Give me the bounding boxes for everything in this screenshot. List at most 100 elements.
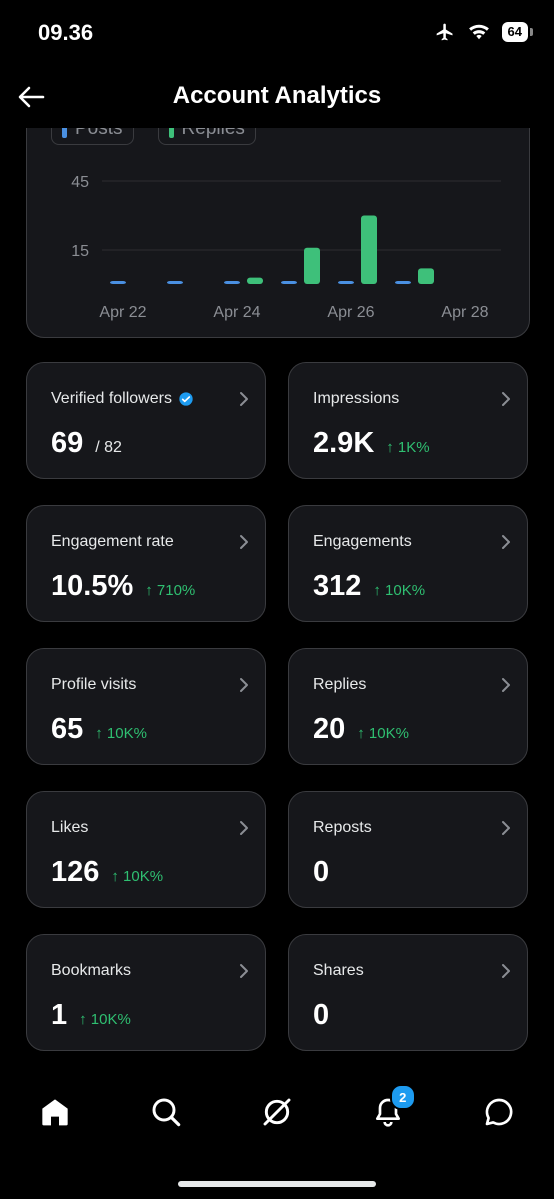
metric-value: 0 xyxy=(313,856,330,888)
metric-label: Verified followers xyxy=(51,390,194,408)
metric-change: ↑ 710% xyxy=(145,582,196,599)
metric-label-text: Reposts xyxy=(313,819,372,836)
metric-label-text: Bookmarks xyxy=(51,962,132,979)
back-arrow-icon xyxy=(18,86,45,108)
back-button[interactable] xyxy=(14,80,48,114)
metric-value: 1 xyxy=(51,999,68,1031)
metric-value-row: 126 ↑ 10K% xyxy=(51,856,163,889)
bar-posts-1[interactable] xyxy=(167,281,183,284)
chevron-right-icon xyxy=(240,678,248,692)
bar-posts-2[interactable] xyxy=(224,281,240,284)
bar-replies-3[interactable] xyxy=(304,247,320,284)
legend-swatch-replies xyxy=(168,120,174,138)
metric-card-likes[interactable]: Likes 126 ↑ 10K% xyxy=(26,791,266,908)
metric-label: Reposts xyxy=(313,819,372,837)
chat-bubble-icon xyxy=(485,1098,513,1126)
bar-posts-3[interactable] xyxy=(281,281,297,284)
metric-card-reposts[interactable]: Reposts 0 xyxy=(288,791,528,908)
chevron-right-icon xyxy=(502,392,510,406)
metric-change: ↑ 10K% xyxy=(111,868,164,885)
metric-change: ↑ 10K% xyxy=(357,725,409,742)
tab-messages[interactable] xyxy=(479,1092,519,1132)
metric-value-row: 69 / 82 xyxy=(51,427,122,460)
metric-label-text: Verified followers xyxy=(51,390,172,407)
metric-card-engagements[interactable]: Engagements 312 ↑ 10K% xyxy=(288,505,528,622)
bar-replies-5[interactable] xyxy=(418,268,434,284)
metric-label-text: Engagements xyxy=(313,533,412,550)
status-time: 09.36 xyxy=(38,20,94,45)
chevron-right-icon xyxy=(240,821,248,835)
search-icon xyxy=(152,1098,181,1127)
metric-label-text: Profile visits xyxy=(51,676,137,693)
chevron-right-icon xyxy=(502,964,510,978)
metric-label-text: Impressions xyxy=(313,390,400,407)
metric-value-row: 10.5% ↑ 710% xyxy=(51,570,195,603)
metric-value: 126 xyxy=(51,856,100,888)
metric-change: ↑ 10K% xyxy=(373,582,426,599)
tab-grok[interactable] xyxy=(257,1092,297,1132)
x-tick-label: Apr 26 xyxy=(327,304,374,321)
tab-notifications[interactable]: 2 xyxy=(368,1084,416,1132)
battery-indicator: 64 xyxy=(501,22,534,42)
tab-search[interactable] xyxy=(146,1092,186,1132)
metrics-grid: Verified followers 69 / 82 Impressions 2… xyxy=(26,362,528,1051)
wifi-icon xyxy=(468,24,489,40)
metric-label: Engagements xyxy=(313,533,412,551)
metric-label-text: Replies xyxy=(313,676,367,693)
metric-value: 0 xyxy=(313,999,330,1031)
metric-value: 65 xyxy=(51,713,84,745)
legend-swatch-posts xyxy=(62,120,67,138)
metric-card-replies[interactable]: Replies 20 ↑ 10K% xyxy=(288,648,528,765)
metric-card-engagement-rate[interactable]: Engagement rate 10.5% ↑ 710% xyxy=(26,505,266,622)
chevron-right-icon xyxy=(502,821,510,835)
metric-card-profile-visits[interactable]: Profile visits 65 ↑ 10K% xyxy=(26,648,266,765)
home-icon xyxy=(42,1099,69,1126)
bar-replies-2[interactable] xyxy=(247,277,263,284)
metric-value-row: 0 xyxy=(313,999,329,1032)
status-icons: 64 xyxy=(434,22,534,42)
metric-label: Shares xyxy=(313,962,364,980)
metric-card-bookmarks[interactable]: Bookmarks 1 ↑ 10K% xyxy=(26,934,266,1051)
metric-label-text: Shares xyxy=(313,962,364,979)
metric-value-row: 20 ↑ 10K% xyxy=(313,713,409,746)
metric-value-row: 1 ↑ 10K% xyxy=(51,999,131,1032)
bottom-tab-bar: 2 xyxy=(0,1072,554,1162)
metric-label: Likes xyxy=(51,819,88,837)
chevron-right-icon xyxy=(240,392,248,406)
metric-value: 312 xyxy=(313,570,362,602)
chevron-right-icon xyxy=(502,535,510,549)
bar-posts-0[interactable] xyxy=(110,281,126,284)
tab-home[interactable] xyxy=(35,1092,75,1132)
header: Account Analytics xyxy=(0,68,554,128)
bar-replies-4[interactable] xyxy=(361,215,377,285)
metric-label-text: Likes xyxy=(51,819,89,836)
metric-total: / 82 xyxy=(95,439,122,456)
bar-chart: 15 45 Apr 22 Apr 24 Apr 26 Apr 28 xyxy=(71,174,501,321)
metric-value: 2.9K xyxy=(313,427,375,459)
metric-label: Engagement rate xyxy=(51,533,174,551)
home-indicator xyxy=(178,1181,376,1187)
metric-label: Bookmarks xyxy=(51,962,131,980)
metric-value-row: 312 ↑ 10K% xyxy=(313,570,425,603)
chevron-right-icon xyxy=(240,964,248,978)
y-tick-label: 15 xyxy=(71,243,89,260)
chevron-right-icon xyxy=(240,535,248,549)
status-bar: 09.36 64 xyxy=(0,0,554,68)
chevron-right-icon xyxy=(502,678,510,692)
bar-posts-5[interactable] xyxy=(395,281,411,284)
metric-value-row: 2.9K ↑ 1K% xyxy=(313,427,430,460)
page-title: Account Analytics xyxy=(172,82,382,109)
metric-value-row: 65 ↑ 10K% xyxy=(51,713,147,746)
x-tick-label: Apr 24 xyxy=(213,304,260,321)
metric-value-row: 0 xyxy=(313,856,329,889)
verified-badge-icon xyxy=(179,392,193,406)
x-tick-label: Apr 28 xyxy=(441,304,488,321)
metric-card-verified-followers[interactable]: Verified followers 69 / 82 xyxy=(26,362,266,479)
bar-posts-4[interactable] xyxy=(338,281,354,284)
metric-value: 69 xyxy=(51,427,84,459)
metric-card-shares[interactable]: Shares 0 xyxy=(288,934,528,1051)
metric-change: ↑ 10K% xyxy=(95,725,147,742)
notification-badge: 2 xyxy=(389,1084,416,1110)
metric-label-text: Engagement rate xyxy=(51,533,174,550)
metric-card-impressions[interactable]: Impressions 2.9K ↑ 1K% xyxy=(288,362,528,479)
